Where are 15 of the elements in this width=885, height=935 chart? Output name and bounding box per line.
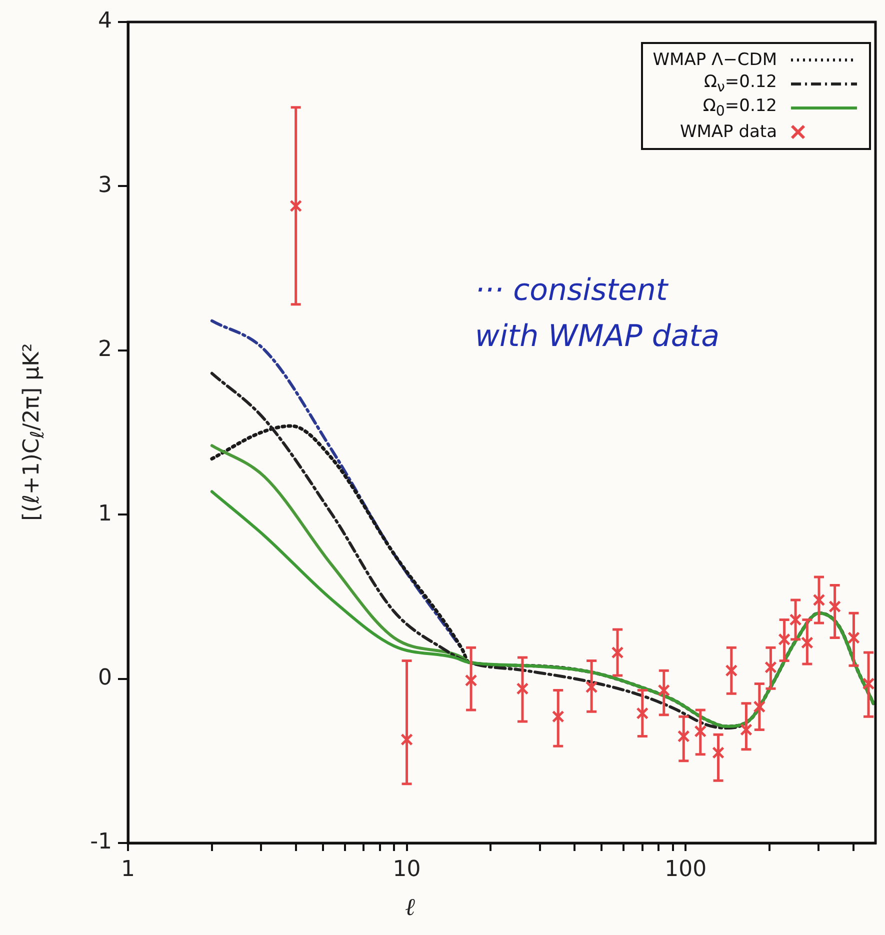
x-tick-label: 10	[392, 856, 421, 882]
y-tick-label: 3	[98, 172, 112, 198]
legend-label: Ω$_{0}$=0.12	[702, 96, 777, 120]
x-tick-label: 100	[664, 856, 707, 882]
y-tick-label: 2	[98, 337, 112, 362]
y-tick-label: 4	[98, 8, 112, 34]
y-tick-label: 0	[98, 666, 112, 691]
y-tick-label: 1	[98, 501, 112, 526]
annotation: ··· consistent with WMAP data	[475, 272, 720, 356]
y-tick-label: -1	[90, 830, 112, 855]
x-tick-label: 1	[121, 856, 135, 882]
x-axis-title: ℓ	[405, 893, 415, 922]
legend-label: Ω$_{ν}$=0.12	[704, 72, 777, 96]
legend-label: WMAP data	[680, 122, 777, 142]
legend-label: WMAP Λ−CDM	[652, 50, 777, 70]
